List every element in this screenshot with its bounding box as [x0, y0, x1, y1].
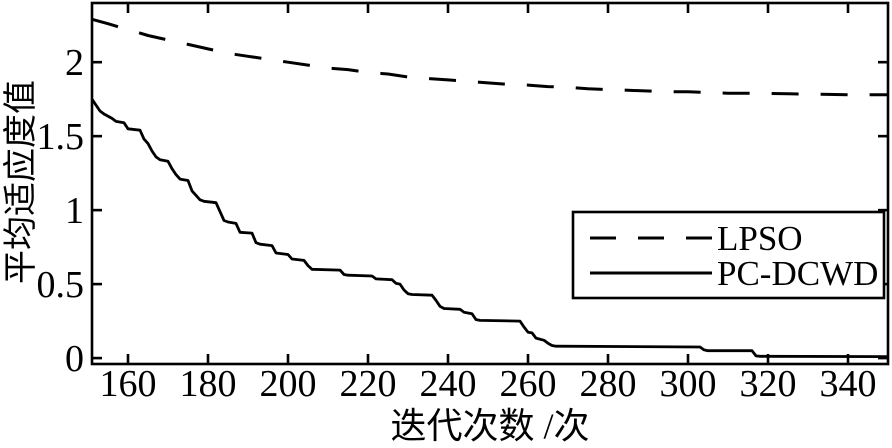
- x-tick-label: 160: [100, 363, 157, 405]
- x-tick-label: 220: [340, 363, 397, 405]
- x-tick-label: 260: [500, 363, 557, 405]
- x-tick-label: 340: [820, 363, 877, 405]
- x-tick-label: 320: [740, 363, 797, 405]
- y-tick-label: 0: [65, 338, 84, 380]
- y-tick-label: 1.5: [37, 116, 85, 158]
- y-tick-label: 0.5: [37, 264, 85, 306]
- legend-label-lpso: LPSO: [717, 219, 803, 258]
- y-axis-label: 平均适应度值: [3, 80, 40, 284]
- legend-box: [571, 210, 886, 300]
- pc-dcwd-line: [90, 98, 889, 359]
- plot-border: [90, 1, 890, 366]
- legend-label-pc-dcwd: PC-DCWD: [717, 254, 878, 293]
- y-tick-label: 1: [65, 190, 84, 232]
- x-tick-label: 180: [180, 363, 237, 405]
- lpso-line: [91, 17, 888, 97]
- y-tick-label: 2: [65, 42, 84, 84]
- x-tick-label: 200: [260, 363, 317, 405]
- x-tick-label: 280: [580, 363, 637, 405]
- x-tick-label: 300: [660, 363, 717, 405]
- x-axis-label: 迭代次数 /次: [390, 406, 590, 446]
- x-tick-label: 240: [420, 363, 477, 405]
